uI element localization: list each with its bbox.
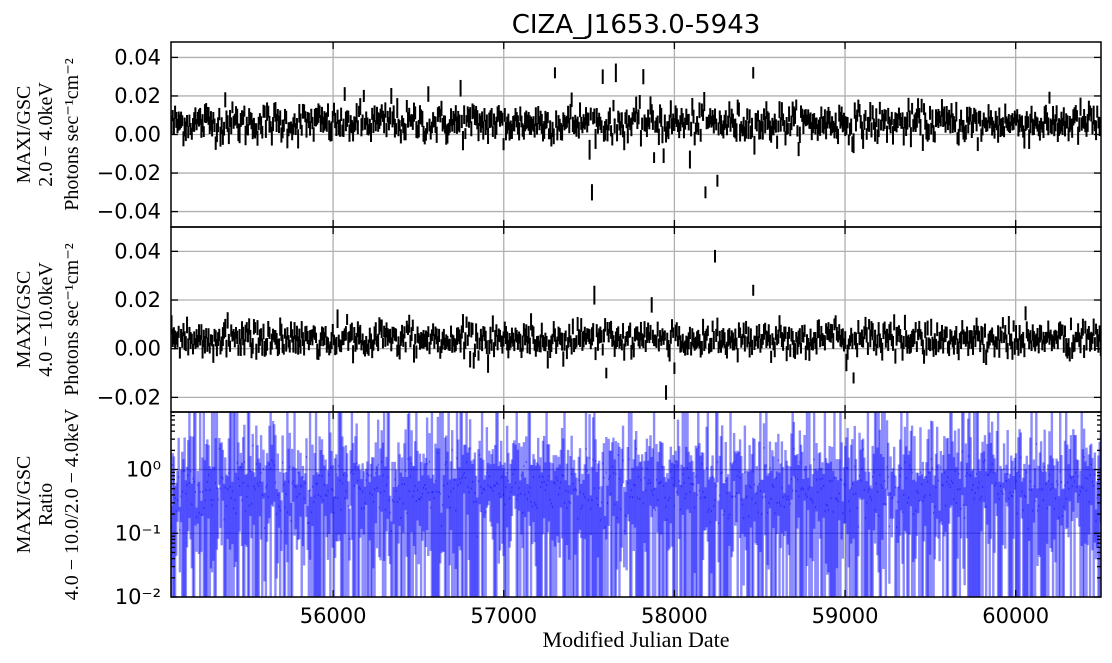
y-tick-label: 0.02 xyxy=(114,84,161,108)
panel-ratio: 10⁻² 10⁻¹ 10⁰ MAXI/GSC Ratio 4.0 − 10.0/2.0 −… xyxy=(13,408,1102,609)
grid-soft xyxy=(171,42,1101,227)
series-ratio xyxy=(171,412,1101,597)
y-tick-label: 10⁰ xyxy=(126,458,161,482)
x-tick-label: 60000 xyxy=(982,604,1049,628)
series-soft xyxy=(171,63,1101,201)
y-tick-label: 0.00 xyxy=(114,337,161,361)
y-tick-label: 10⁻² xyxy=(115,585,161,609)
ticks-soft xyxy=(171,42,1101,227)
grid-hard xyxy=(171,227,1101,412)
x-tick-label: 59000 xyxy=(812,604,879,628)
y-tick-label: 0.04 xyxy=(114,239,161,263)
y-axis-label: Ratio xyxy=(35,483,57,526)
y-tick-label: 0.00 xyxy=(114,123,161,147)
y-tick-label: −0.02 xyxy=(97,161,161,185)
y-axis-label: 4.0 − 10.0/2.0 − 4.0keV xyxy=(61,408,83,600)
panel-soft: −0.04 −0.02 0.00 0.02 0.04 MAXI/GSC 2.0 − 4.0k… xyxy=(13,41,1102,228)
y-axis-label: Photons sec⁻¹cm⁻² xyxy=(61,243,83,396)
series-hard xyxy=(171,249,1101,400)
y-tick-label: −0.04 xyxy=(97,200,161,224)
y-tick-label: −0.02 xyxy=(97,385,161,409)
x-tick-label: 56000 xyxy=(300,604,367,628)
ticks-hard xyxy=(171,227,1101,412)
y-tick-label: 0.02 xyxy=(114,288,161,312)
panel-hard: −0.02 0.00 0.02 0.04 MAXI/GSC 4.0 − 10.0keV Ph… xyxy=(13,226,1102,413)
y-axis-label: 4.0 − 10.0keV xyxy=(35,262,57,377)
x-tick-label: 57000 xyxy=(470,604,537,628)
y-axis-label: MAXI/GSC xyxy=(13,456,35,554)
ticks-ratio xyxy=(171,411,1101,598)
y-axis-label: 2.0 − 4.0keV xyxy=(35,82,57,187)
panel-frame xyxy=(170,411,1102,598)
y-axis-label: MAXI/GSC xyxy=(13,271,35,369)
x-tick-label: 58000 xyxy=(641,604,708,628)
chart-title: CIZA_J1653.0-5943 xyxy=(512,10,761,40)
y-tick-label: 10⁻¹ xyxy=(115,521,161,545)
y-tick-label: 0.04 xyxy=(114,45,161,69)
panel-frame xyxy=(170,226,1102,413)
y-axis-label: Photons sec⁻¹cm⁻² xyxy=(61,58,83,211)
y-axis-label: MAXI/GSC xyxy=(13,86,35,184)
x-axis-label: Modified Julian Date xyxy=(543,627,730,652)
